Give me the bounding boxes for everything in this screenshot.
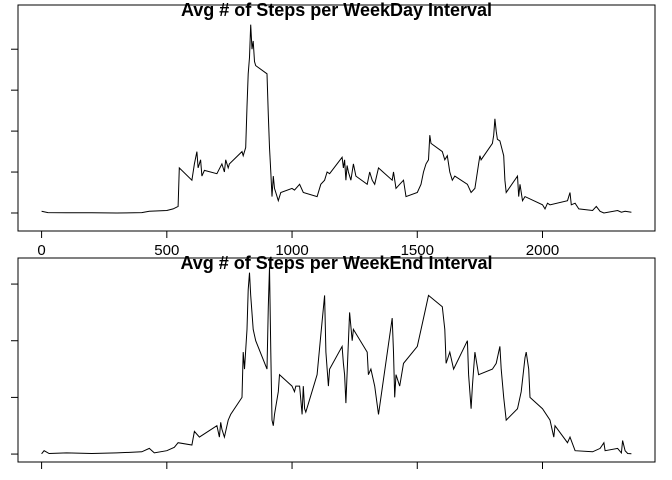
data-line [41,267,632,455]
plot-box [17,257,656,463]
chart-title: Avg # of Steps per WeekEnd Interval [180,253,492,273]
x-tick-label: 0 [37,242,45,259]
x-tick-label: 2000 [526,242,559,259]
x-tick-label: 1000 [275,242,308,259]
plot-box [17,4,656,232]
x-tick-label: 1500 [401,242,434,259]
x-tick-label: 500 [154,242,179,259]
data-line [41,24,632,214]
chart-title: Avg # of Steps per WeekDay Interval [181,0,492,20]
